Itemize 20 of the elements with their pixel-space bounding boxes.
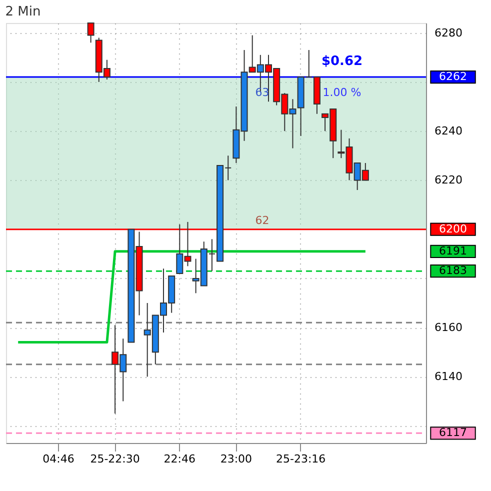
annotation: 1.00 % xyxy=(322,86,362,99)
x-tick-label: 25-22:30 xyxy=(90,452,140,466)
annotation: $0.62 xyxy=(321,54,363,69)
ref-line-label: 6117 xyxy=(439,426,467,440)
ref-line-label: 6200 xyxy=(439,222,467,236)
y-tick-label: 6160 xyxy=(434,321,462,334)
x-tick-label: 25-23:16 xyxy=(276,452,326,466)
text: 6191 xyxy=(439,244,467,258)
ref-line-label: 6262 xyxy=(439,70,467,84)
x-tick-label: 22:46 xyxy=(164,452,196,466)
ref-line-label: 6183 xyxy=(439,264,467,278)
y-tick-label: 6280 xyxy=(434,26,462,40)
x-tick-label: 04:46 xyxy=(42,452,74,466)
x-tick-label: 23:00 xyxy=(220,452,252,466)
y-tick-label: 6220 xyxy=(434,174,462,187)
y-tick-label: 6140 xyxy=(434,370,462,384)
chart-title: 2 Min xyxy=(5,4,41,20)
candlestick xyxy=(87,22,94,44)
y-tick-label: 6240 xyxy=(434,124,462,138)
annotation: 62 xyxy=(255,214,270,227)
